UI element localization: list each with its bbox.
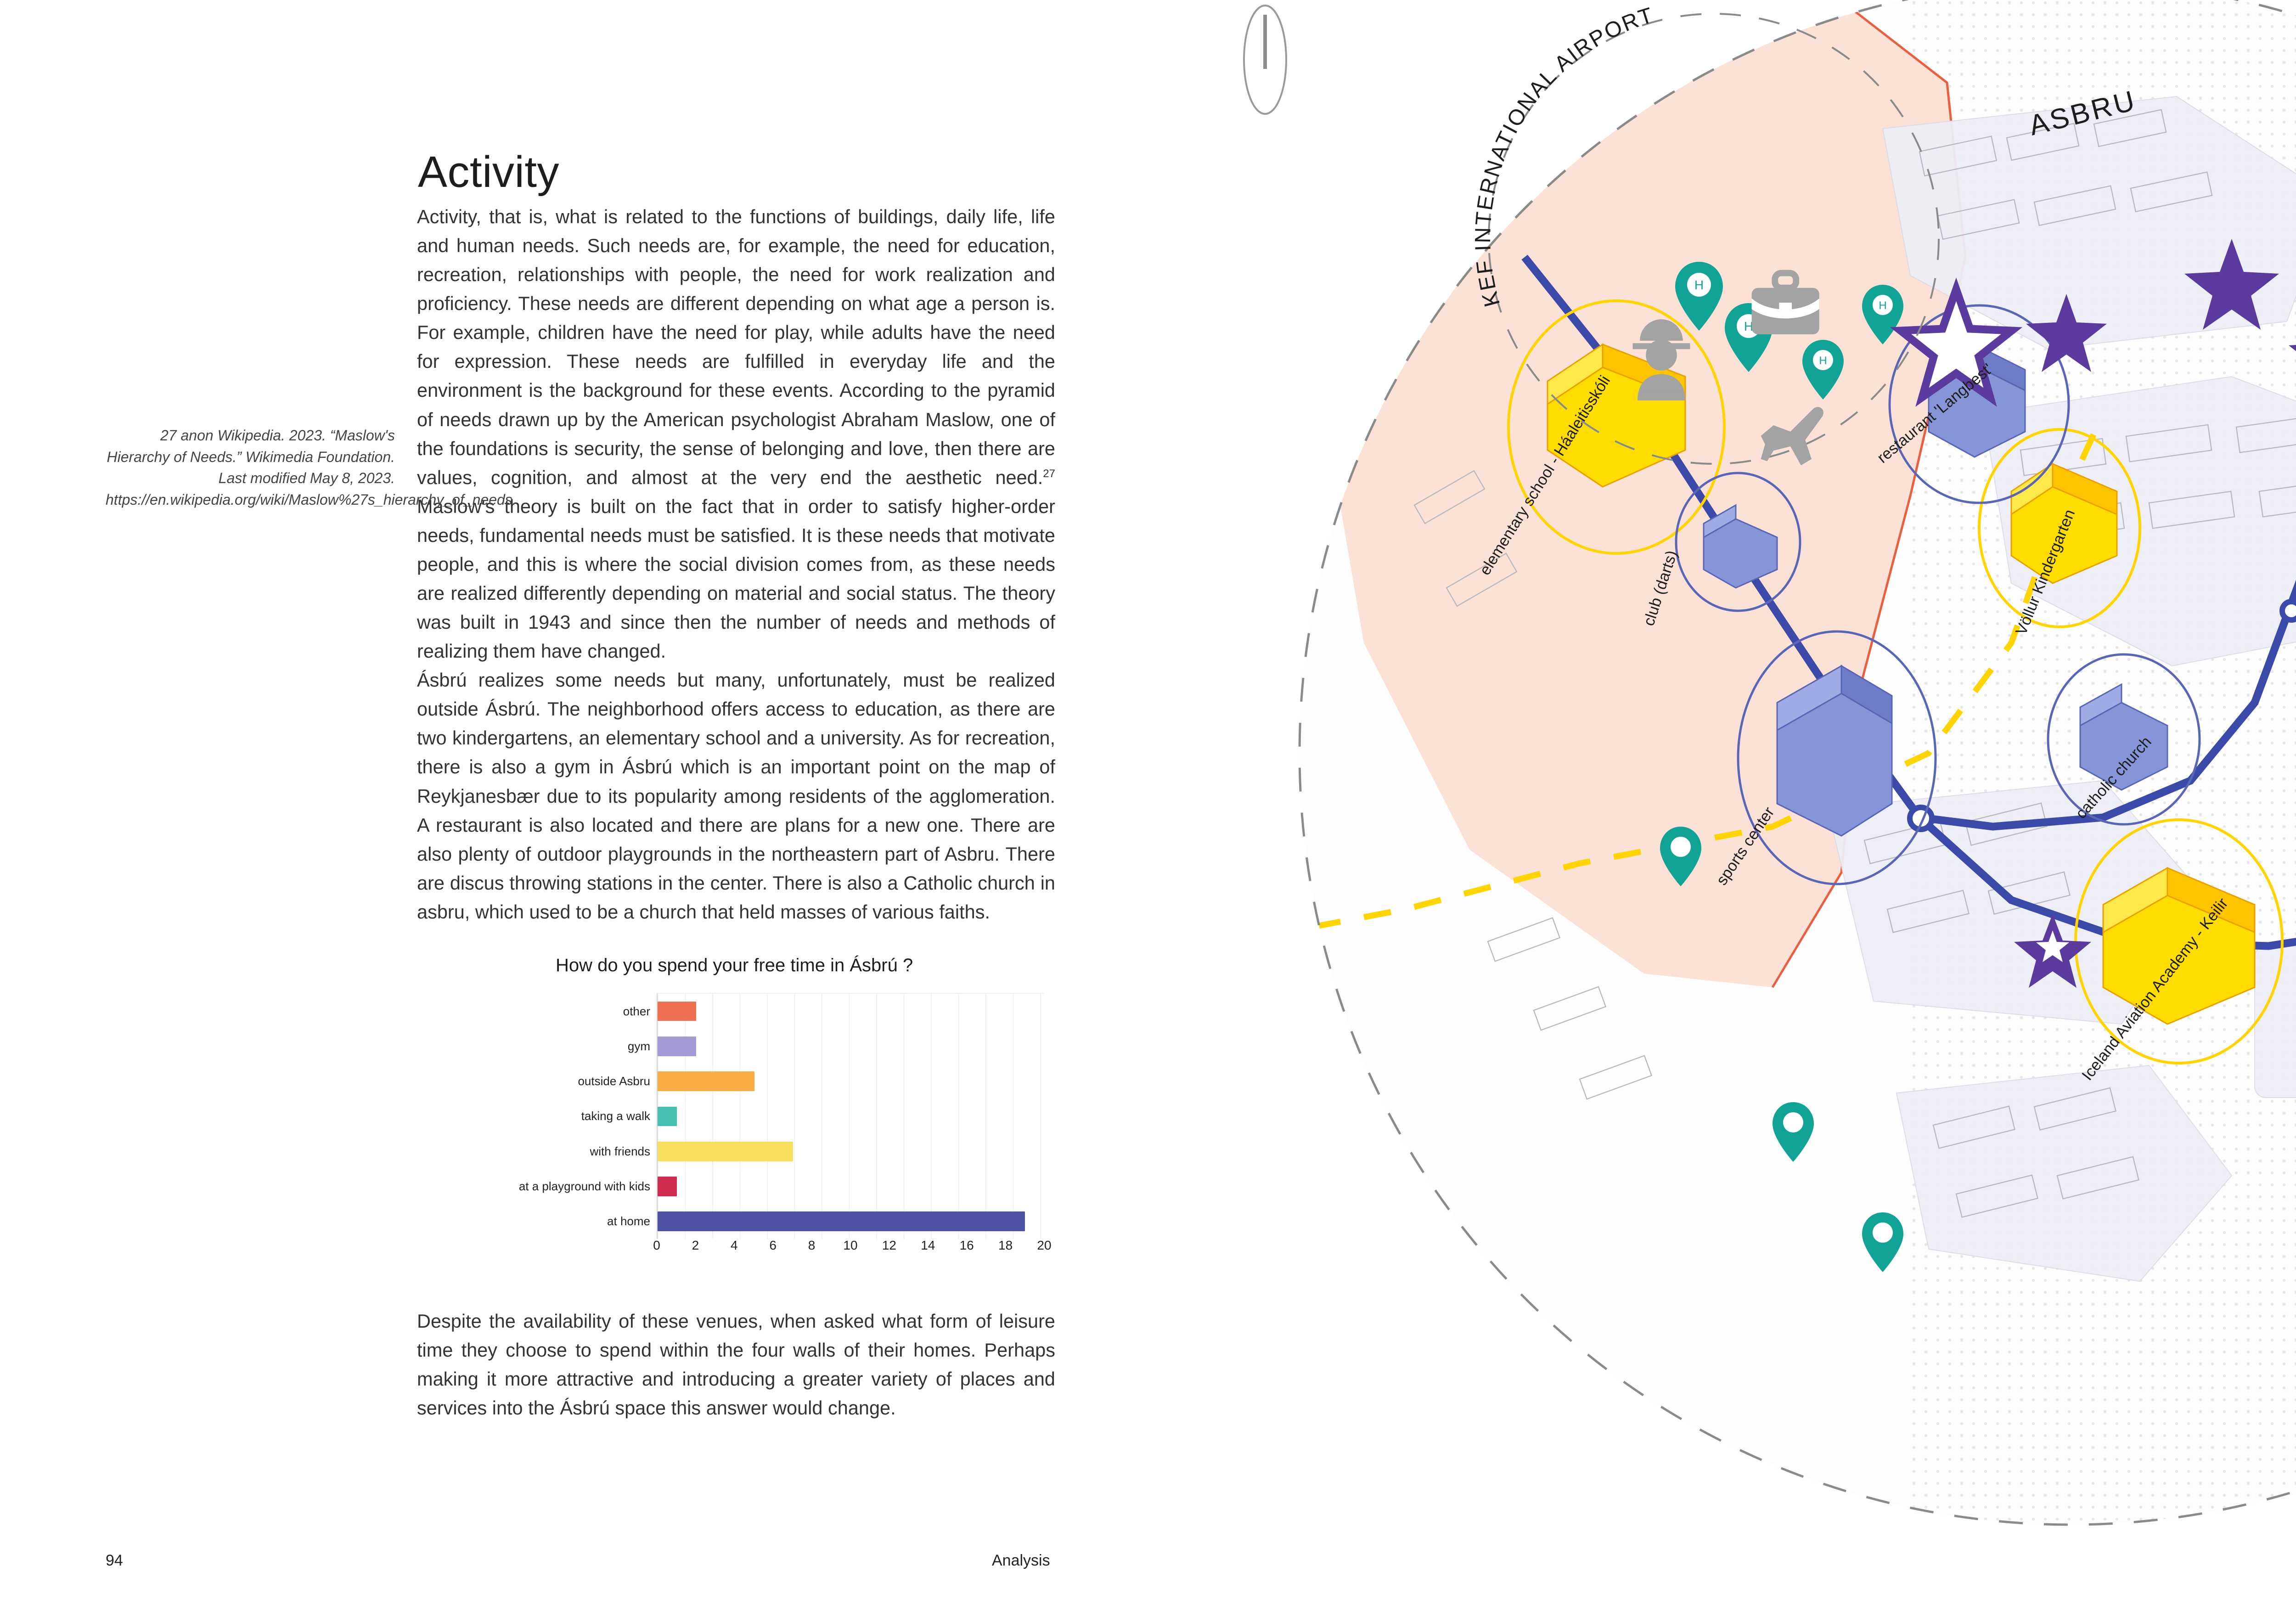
asbru-map[interactable]: H H H H: [1231, 0, 2296, 1611]
chart-x-tick: 10: [843, 1238, 858, 1252]
chart-row: other: [623, 994, 1044, 1029]
chart-x-tick: 20: [1037, 1238, 1052, 1252]
chart-row-label: gym: [627, 1039, 650, 1053]
chart-x-tick: 14: [921, 1238, 935, 1252]
worker-icon: [1632, 319, 1690, 400]
chart-row: taking a walk: [581, 1099, 1044, 1134]
service-callout-rings: [1675, 304, 2201, 885]
service-volumes: [1703, 343, 2168, 837]
chart-rows: other gym outside Asbru taking a walk with f…: [519, 994, 1044, 1239]
svg-text:H: H: [1879, 299, 1886, 312]
golf-stars: [2014, 914, 2091, 988]
kef-airport-circle: [1488, 13, 1940, 465]
chart-x-tick: 6: [769, 1238, 777, 1252]
chart-row: at home: [607, 1204, 1044, 1239]
svg-text:H: H: [1744, 319, 1753, 333]
footnote-marker: 27: [1043, 467, 1055, 480]
playground-stars: [2026, 239, 2296, 398]
chart-row: outside Asbru: [578, 1064, 1044, 1099]
chart-x-tick: 2: [692, 1238, 699, 1252]
page-left: Activity Activity, that is, what is rela…: [106, 147, 1056, 1569]
chart-row-label: taking a walk: [581, 1109, 650, 1123]
folio-left: 94: [106, 1552, 123, 1569]
page-right: H H H H: [1231, 0, 2296, 1611]
chart-bar: [658, 1106, 677, 1127]
chart-x-tick: 0: [653, 1238, 660, 1252]
chart-row-label: other: [623, 1004, 650, 1018]
chart-bar: [658, 1036, 697, 1056]
chart-row-label: with friends: [590, 1144, 651, 1158]
chart-row: with friends: [590, 1134, 1044, 1169]
body-text: Activity, that is, what is related to th…: [417, 202, 1055, 926]
map-canvas: H H H H: [1231, 0, 2296, 1526]
chart-bar: [658, 1001, 697, 1021]
free-time-bar-chart: How do you spend your free time in Ásbrú…: [478, 955, 1056, 1272]
chart-row-label: at a playground with kids: [518, 1179, 650, 1194]
map-ground: H H H H: [1300, 0, 2296, 1525]
chart-bar: [658, 1211, 1025, 1232]
closing-text: Despite the availability of these venues…: [417, 1310, 1055, 1419]
kef-icons: [1632, 270, 1823, 466]
chart-x-tick: 8: [808, 1238, 816, 1252]
chart-x-axis: 0 2 4 6 8 10 12 14 16 18 20: [653, 1238, 1051, 1252]
chart-x-tick: 16: [959, 1238, 974, 1252]
chart-bar: [658, 1141, 793, 1161]
chart-row-label: outside Asbru: [578, 1074, 650, 1088]
airplane-icon: [1761, 407, 1823, 466]
airport-boundary: [1771, 0, 1967, 988]
chart-plot-area: other gym outside Asbru taking a walk with f…: [519, 993, 1044, 1239]
discgolf-stars: [1890, 277, 2023, 407]
paragraph-1: Activity, that is, what is related to th…: [417, 202, 1055, 665]
chart-title: How do you spend your free time in Ásbrú…: [556, 955, 913, 975]
chart-x-tick: 18: [998, 1238, 1013, 1252]
chart-row: at a playground with kids: [519, 1169, 1044, 1204]
section-label: Analysis: [992, 1552, 1050, 1569]
page-title: Activity: [418, 147, 560, 197]
chart-row-label: at home: [607, 1214, 650, 1228]
paragraph-2: Ásbrú realizes some needs but many, unfo…: [417, 669, 1055, 923]
svg-text:H: H: [1694, 278, 1704, 292]
paragraph-1-part-b: Maslow's theory is built on the fact tha…: [417, 495, 1055, 662]
briefcase-icon: [1751, 270, 1819, 334]
path-nodes: [1907, 599, 2296, 832]
svg-text:H: H: [1819, 355, 1827, 367]
blue-path-south: [1917, 814, 2296, 995]
chart-row: gym: [628, 1029, 1044, 1064]
paragraph-1-part-a: Activity, that is, what is related to th…: [417, 206, 1055, 488]
chart-x-tick: 4: [731, 1238, 738, 1252]
hotel-pins: H H H H: [1660, 262, 1903, 1272]
chart-bar: [658, 1177, 677, 1196]
chart-bar: [658, 1071, 754, 1092]
footnote: 27 anon Wikipedia. 2023. “Maslow's Hiera…: [106, 427, 517, 508]
north-arrow: [1243, 5, 1287, 115]
chart-x-tick: 12: [882, 1238, 896, 1252]
